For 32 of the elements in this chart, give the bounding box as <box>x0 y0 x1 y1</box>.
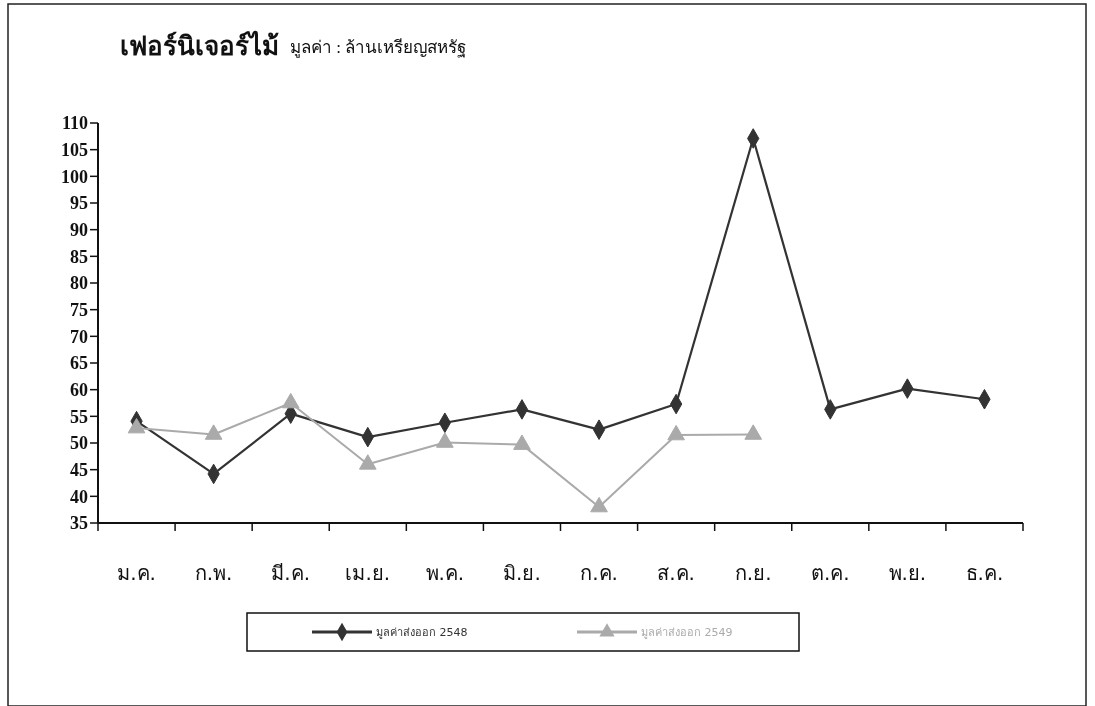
y-tick-label: 50 <box>70 433 88 454</box>
y-tick-label: 80 <box>70 273 88 294</box>
y-tick-label: 110 <box>61 113 88 134</box>
y-tick-label: 100 <box>61 166 88 187</box>
y-tick-label: 35 <box>70 513 88 534</box>
x-tick-label: ธ.ค. <box>965 561 1004 585</box>
y-tick-label: 105 <box>61 139 88 160</box>
x-tick-label: ต.ค. <box>810 561 850 585</box>
y-tick-label: 40 <box>70 486 88 507</box>
y-tick-label: 55 <box>70 406 88 427</box>
chart-subtitle: มูลค่า : ล้านเหรียญสหรัฐ <box>290 38 467 58</box>
x-tick-label: มี.ค. <box>271 561 311 585</box>
x-tick-label: เม.ย. <box>345 561 391 585</box>
y-tick-label: 65 <box>70 353 88 374</box>
x-tick-label: พ.ย. <box>888 561 927 585</box>
x-tick-label: ก.ย. <box>734 561 772 585</box>
x-tick-label: ก.พ. <box>194 561 233 585</box>
chart-title: เฟอร์นิเจอร์ไม้ <box>120 30 279 61</box>
y-tick-label: 95 <box>70 193 88 214</box>
x-tick-label: พ.ค. <box>425 561 465 585</box>
y-tick-label: 70 <box>70 326 88 347</box>
y-tick-label: 60 <box>70 379 88 400</box>
x-tick-label: ก.ค. <box>580 561 618 585</box>
text: มูลค่าส่งออก 2548 <box>376 625 468 639</box>
y-tick-label: 90 <box>70 219 88 240</box>
x-tick-label: ม.ค. <box>117 561 156 585</box>
x-tick-label: ส.ค. <box>657 561 695 585</box>
legend-label: มูลค่าส่งออก 2549 <box>641 625 733 639</box>
y-tick-label: 45 <box>70 459 88 480</box>
y-tick-label: 85 <box>70 246 88 267</box>
x-tick-label: มิ.ย. <box>503 561 541 585</box>
y-tick-label: 75 <box>70 299 88 320</box>
